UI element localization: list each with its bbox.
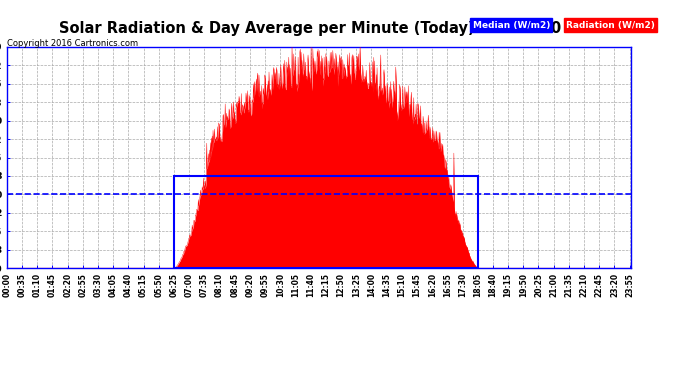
Text: Median (W/m2): Median (W/m2) — [473, 21, 550, 30]
Text: Radiation (W/m2): Radiation (W/m2) — [566, 21, 655, 30]
Bar — [175, 176, 478, 268]
Text: Copyright 2016 Cartronics.com: Copyright 2016 Cartronics.com — [7, 39, 138, 48]
Text: Solar Radiation & Day Average per Minute (Today) 20160310: Solar Radiation & Day Average per Minute… — [59, 21, 562, 36]
